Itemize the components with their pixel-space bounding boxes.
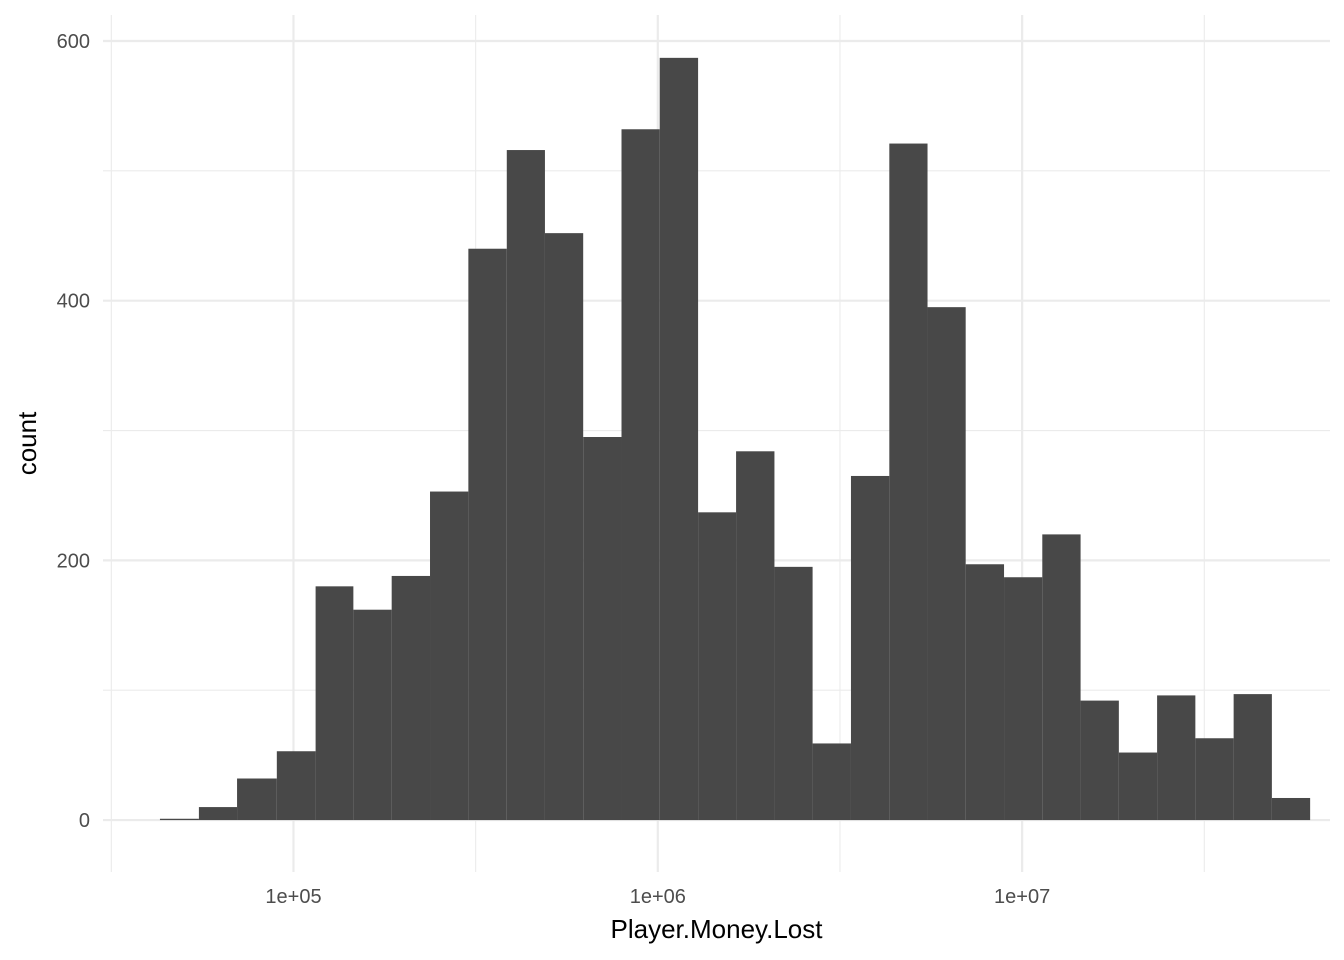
histogram-bar [736,451,775,821]
histogram-bar [621,129,660,821]
histogram-bar [315,586,354,821]
histogram-bar [159,818,199,821]
histogram-bar [927,307,966,821]
y-axis-title: count [12,411,42,475]
histogram-bar [850,475,890,821]
y-tick-label: 400 [57,291,90,313]
histogram-bars [159,57,1311,821]
histogram-bar [965,564,1005,821]
x-tick-label: 1e+06 [630,886,686,908]
histogram-bar [583,437,622,821]
x-tick-label: 1e+07 [994,886,1050,908]
histogram-bar [468,248,507,821]
histogram-bar [1080,700,1119,821]
y-tick-label: 0 [79,810,90,832]
histogram-bar [1233,694,1272,821]
histogram-bar [698,512,737,821]
histogram-bar [391,575,431,821]
histogram-bar [1271,797,1311,821]
x-axis-tick-labels: 1e+05 1e+06 1e+07 [265,886,1050,908]
histogram-bar [544,233,584,821]
histogram-bar [198,807,238,821]
histogram-bar [353,609,392,821]
histogram-bar [774,566,813,821]
histogram-bar [237,778,277,821]
y-tick-label: 600 [57,31,90,53]
histogram-bar [506,150,545,821]
histogram-bar [889,143,928,821]
y-axis-tick-labels: 0 200 400 600 [57,31,90,832]
histogram-bar [1042,534,1081,821]
y-tick-label: 200 [57,550,90,572]
x-axis-title: Player.Money.Lost [611,914,824,944]
histogram-bar [1004,577,1043,821]
x-tick-label: 1e+05 [265,886,321,908]
histogram-bar [1195,738,1234,821]
histogram-bar [276,751,316,821]
histogram-bar [1118,752,1158,821]
histogram-bar [659,57,699,821]
histogram-bar [430,491,469,821]
histogram-bar [1157,695,1196,821]
histogram-bar [812,743,851,821]
